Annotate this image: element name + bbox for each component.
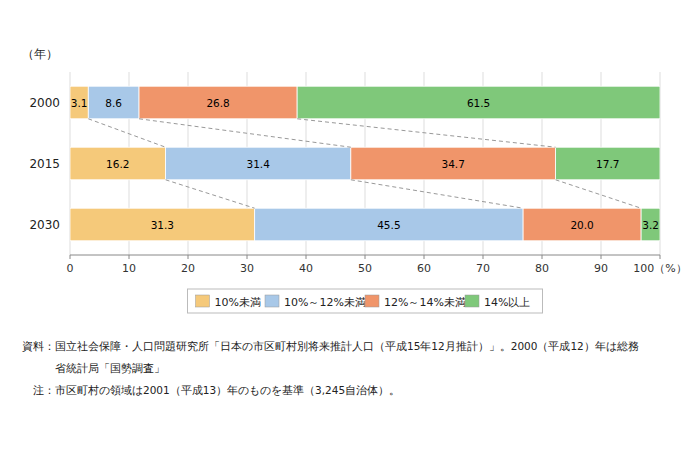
x-tick xyxy=(188,255,189,259)
connector xyxy=(556,180,642,208)
bar-segment xyxy=(88,86,139,119)
connector xyxy=(351,180,523,208)
bar-segment xyxy=(641,208,660,241)
x-tick-label: 60 xyxy=(417,262,431,275)
legend-label: 10%未満 xyxy=(215,296,261,309)
x-tick-label: 30 xyxy=(240,262,254,275)
legend-label: 14%以上 xyxy=(484,296,530,309)
x-tick-label: 70 xyxy=(476,262,490,275)
legend-swatch xyxy=(365,295,379,307)
grid xyxy=(70,72,660,255)
x-tick xyxy=(70,255,71,259)
bar-segment xyxy=(523,208,641,241)
data-label: 8.6 xyxy=(105,97,122,109)
data-label: 61.5 xyxy=(467,97,490,109)
x-tick xyxy=(542,255,543,259)
note: 省統計局「国勢調査」 xyxy=(22,362,165,374)
legend-label: 10%～12%未満 xyxy=(284,296,366,309)
x-tick-label: 100（%） xyxy=(633,262,686,275)
connector xyxy=(297,119,555,147)
x-tick xyxy=(247,255,248,259)
x-tick xyxy=(365,255,366,259)
x-tick xyxy=(660,255,661,259)
data-label: 31.4 xyxy=(247,158,271,170)
x-tick xyxy=(306,255,307,259)
data-label: 3.1 xyxy=(71,97,88,109)
legend-swatch xyxy=(265,295,279,307)
data-label: 3.2 xyxy=(642,219,659,231)
x-tick-label: 10 xyxy=(122,262,136,275)
bar-segment xyxy=(556,147,660,180)
bar-segment xyxy=(351,147,556,180)
data-label: 31.3 xyxy=(151,219,174,231)
legend-frame xyxy=(188,289,543,313)
legend-swatch xyxy=(196,295,210,307)
connector xyxy=(166,180,255,208)
bar-segment xyxy=(166,147,351,180)
connector xyxy=(139,119,351,147)
bar-segment xyxy=(139,86,297,119)
x-axis-line xyxy=(70,255,660,256)
connector xyxy=(88,119,165,147)
data-label: 16.2 xyxy=(106,158,129,170)
bar-segment xyxy=(70,208,255,241)
bar-segment xyxy=(255,208,523,241)
bar-segment xyxy=(70,147,166,180)
data-label: 34.7 xyxy=(442,158,465,170)
data-label: 20.0 xyxy=(570,219,593,231)
chart: （年）0102030405060708090100（%）3.18.626.861… xyxy=(0,0,700,453)
y-tick-label: 2030 xyxy=(29,218,60,232)
legend-label: 12%～14%未満 xyxy=(384,296,466,309)
x-tick-label: 80 xyxy=(535,262,549,275)
x-tick xyxy=(129,255,130,259)
y-tick-label: 2015 xyxy=(29,157,60,171)
bars xyxy=(70,86,660,241)
data-label: 17.7 xyxy=(596,158,619,170)
bar-segment xyxy=(70,86,88,119)
note: 資料：国立社会保障・人口問題研究所「日本の市区町村別将来推計人口（平成15年12… xyxy=(22,340,639,352)
data-label: 26.8 xyxy=(206,97,229,109)
y-axis-label: （年） xyxy=(22,47,58,61)
x-tick-label: 20 xyxy=(181,262,195,275)
y-tick-label: 2000 xyxy=(29,96,60,110)
data-label: 45.5 xyxy=(377,219,400,231)
x-tick-label: 0 xyxy=(67,262,74,275)
x-tick-label: 90 xyxy=(594,262,608,275)
x-tick xyxy=(424,255,425,259)
x-tick xyxy=(483,255,484,259)
x-tick-label: 40 xyxy=(299,262,313,275)
note: 注：市区町村の領域は2001（平成13）年のものを基準（3,245自治体）。 xyxy=(22,384,400,396)
legend-swatch xyxy=(465,295,479,307)
x-tick xyxy=(601,255,602,259)
legend: 10%未満 10%～12%未満 12%～14%未満 14%以上 xyxy=(188,289,543,313)
bar-segment xyxy=(297,86,660,119)
x-tick-label: 50 xyxy=(358,262,372,275)
